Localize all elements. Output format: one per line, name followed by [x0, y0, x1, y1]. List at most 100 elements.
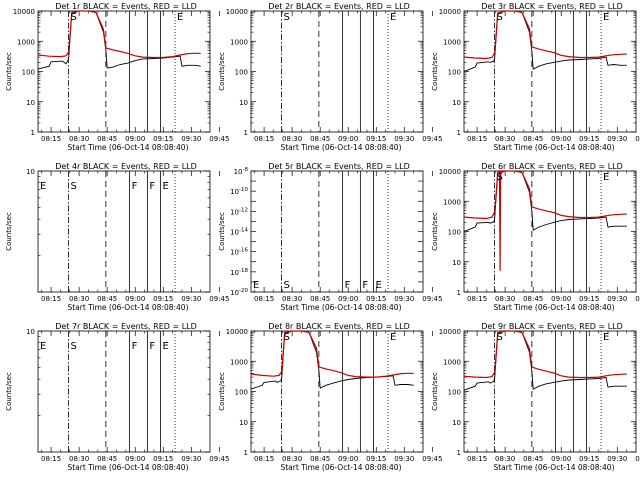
y-tick-label: 10 — [239, 99, 248, 107]
x-tick-label: 09:15 — [366, 455, 386, 463]
marker-label: S — [283, 280, 289, 291]
x-tick-label: 09:15 — [579, 295, 599, 303]
marker-label: F — [149, 341, 155, 352]
y-axis-label: Counts/sec — [5, 372, 13, 411]
x-tick-label: 08:30 — [282, 295, 302, 303]
x-tick-label: 09:30 — [607, 455, 627, 463]
panel-3r: Det 3r BLACK = Events, RED = LLD Counts/s… — [431, 2, 640, 152]
y-tick-label: 1000 — [17, 38, 35, 46]
y-tick-label: 10 — [452, 419, 461, 427]
x-tick-label: 09:00 — [338, 135, 358, 143]
y-tick-label: 100 — [235, 389, 248, 397]
y-tick-label: 10000 — [439, 8, 461, 16]
x-tick-label: 08:45 — [97, 295, 117, 303]
plot-frame — [37, 170, 211, 293]
y-axis-label: Counts/sec — [431, 212, 439, 251]
x-tick-label: 08:45 — [97, 455, 117, 463]
x-axis-label: Start Time (06-Oct-14 08:08:40) — [280, 463, 401, 472]
x-tick-label: 09:00 — [125, 135, 145, 143]
x-tick-label: 09:15 — [579, 455, 599, 463]
panel-1r: Det 1r BLACK = Events, RED = LLD Counts/s… — [5, 2, 229, 152]
x-tick-label: 08:30 — [495, 295, 515, 303]
x-tick-label: 09:00 — [551, 455, 571, 463]
x-tick-label: 08:15 — [254, 455, 274, 463]
series-lld-line — [463, 330, 627, 379]
x-tick-label: 08:30 — [282, 455, 302, 463]
series-events-line — [463, 330, 627, 391]
x-tick-label: 08:30 — [282, 135, 302, 143]
x-tick-label: 08:15 — [467, 135, 487, 143]
series-events-line — [250, 330, 414, 390]
plot-frame — [463, 170, 637, 293]
y-axis-label: Counts/sec — [218, 212, 226, 251]
panel-title: Det 6r BLACK = Events, RED = LLD — [481, 162, 623, 171]
marker-label: S — [70, 181, 76, 192]
y-axis-label: Counts/sec — [431, 372, 439, 411]
corner-marker-label: E — [253, 280, 259, 291]
x-tick-label: 09:30 — [607, 135, 627, 143]
y-tick-label: 1 — [457, 129, 461, 137]
marker-label: S — [496, 12, 502, 23]
x-axis-label: Start Time (06-Oct-14 08:08:40) — [67, 143, 188, 152]
marker-label: S — [496, 332, 502, 343]
series-lld-line — [37, 10, 201, 59]
marker-label: E — [603, 12, 609, 23]
x-tick-label: 09:00 — [551, 135, 571, 143]
marker-label: E — [603, 332, 609, 343]
panel-title: Det 8r BLACK = Events, RED = LLD — [268, 322, 410, 331]
panel-title: Det 1r BLACK = Events, RED = LLD — [55, 2, 197, 11]
x-tick-label: 08:45 — [310, 455, 330, 463]
marker-label: S — [70, 12, 76, 23]
x-tick-label: 09:15 — [366, 295, 386, 303]
panel-6r: Det 6r BLACK = Events, RED = LLD Counts/s… — [431, 162, 640, 312]
y-tick-label: 10-8 — [234, 167, 249, 176]
panel-8r: Det 8r BLACK = Events, RED = LLD Counts/s… — [218, 322, 442, 472]
x-tick-label: 09:00 — [551, 295, 571, 303]
x-tick-label: 09:45 — [209, 455, 229, 463]
plot-frame — [250, 10, 424, 133]
x-tick-label: 09:30 — [394, 455, 414, 463]
y-tick-label: 100 — [448, 69, 461, 77]
plot-frame — [250, 330, 424, 453]
y-tick-label: 100 — [448, 229, 461, 237]
x-tick-label: 09:30 — [181, 455, 201, 463]
x-tick-label: 09:15 — [579, 135, 599, 143]
marker-label: E — [390, 332, 396, 343]
y-tick-label: 10000 — [439, 168, 461, 176]
y-tick-label: 10 — [26, 99, 35, 107]
panel-7r: Det 7r BLACK = Events, RED = LLD Counts/s… — [5, 322, 229, 472]
x-tick-label: 08:45 — [523, 295, 543, 303]
x-tick-label: 09:15 — [153, 295, 173, 303]
y-tick-label: 10-10 — [230, 187, 248, 196]
y-tick-label: 10 — [452, 259, 461, 267]
x-tick-label: 09:30 — [181, 135, 201, 143]
x-axis-label: Start Time (06-Oct-14 08:08:40) — [280, 143, 401, 152]
x-tick-label: 08:45 — [310, 135, 330, 143]
marker-label: E — [375, 280, 381, 291]
y-tick-label: 10000 — [226, 8, 248, 16]
y-tick-label: 10000 — [226, 328, 248, 336]
y-tick-label: 100 — [235, 69, 248, 77]
y-tick-label: 1000 — [230, 38, 248, 46]
series-events-line — [463, 10, 627, 72]
x-tick-label: 08:15 — [41, 135, 61, 143]
y-tick-label: 10 — [452, 99, 461, 107]
panel-4r: Det 4r BLACK = Events, RED = LLD Counts/s… — [5, 162, 229, 312]
series-events-line — [37, 10, 201, 70]
panel-9r: Det 9r BLACK = Events, RED = LLD Counts/s… — [431, 322, 640, 472]
panel-5r: Det 5r BLACK = Events, RED = LLD Counts/s… — [218, 162, 442, 312]
series-lld-line — [463, 10, 627, 60]
y-axis-label: Counts/sec — [218, 52, 226, 91]
x-tick-label: 08:45 — [523, 135, 543, 143]
y-axis-label: Counts/sec — [5, 212, 13, 251]
x-tick-label: 08:45 — [523, 455, 543, 463]
plot-frame — [37, 330, 211, 453]
x-axis-label: Start Time (06-Oct-14 08:08:40) — [280, 303, 401, 312]
marker-label: F — [149, 181, 155, 192]
plot-frame — [250, 170, 424, 293]
x-tick-label: 09:45 — [422, 135, 442, 143]
x-tick-label: 09:45 — [635, 135, 640, 143]
y-tick-label: 10-20 — [230, 288, 248, 297]
y-tick-label: 1 — [457, 449, 461, 457]
